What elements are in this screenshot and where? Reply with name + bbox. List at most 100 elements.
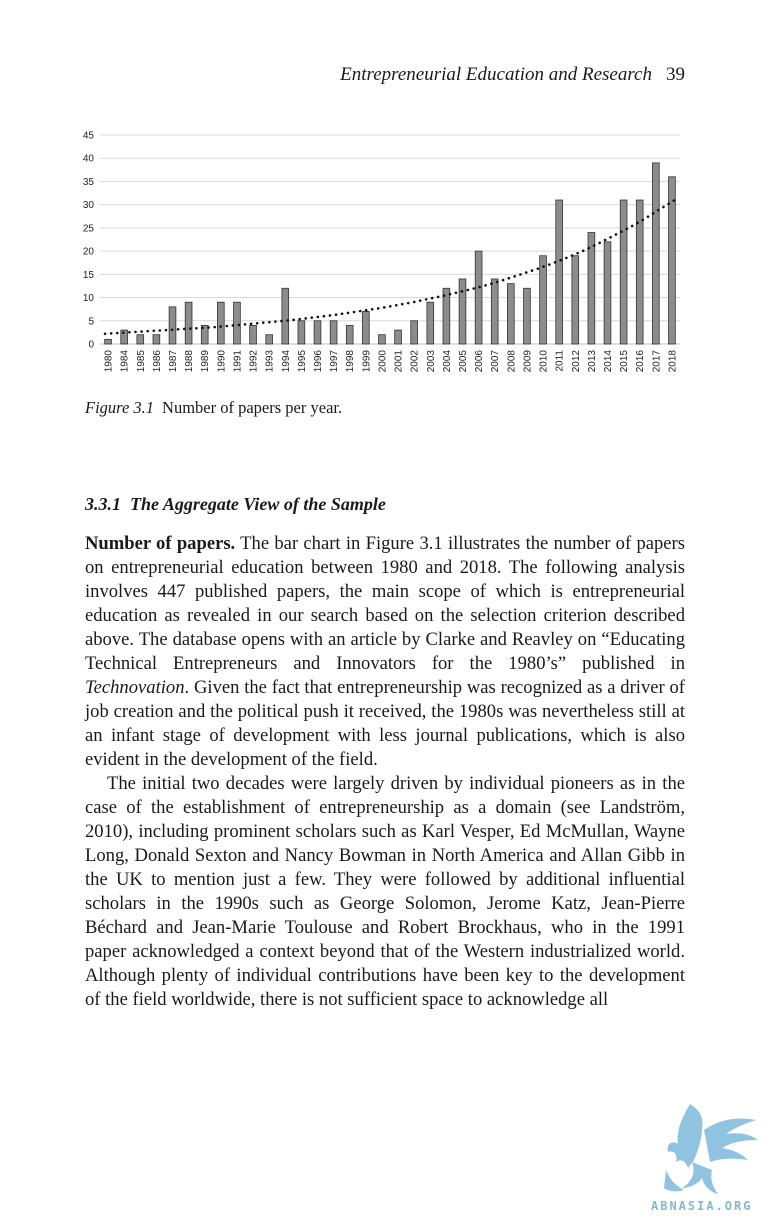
section-heading: 3.3.1 The Aggregate View of the Sample (85, 494, 386, 515)
bar (394, 329, 402, 345)
bar (217, 301, 225, 345)
running-header: Entrepreneurial Education and Research 39 (340, 64, 685, 86)
x-tick-label: 1999 (361, 350, 372, 373)
bar-chart: 0 5 10 15 20 25 30 35 40 45 1980 1984 1985 1986 1987 19… (83, 131, 680, 373)
x-tick-label: 1989 (200, 350, 211, 373)
bar (378, 334, 386, 345)
x-tick-label: 1990 (216, 350, 227, 373)
x-tick-label: 1993 (265, 350, 276, 373)
bar (362, 311, 370, 345)
y-tick-label: 40 (83, 154, 95, 165)
bar (635, 199, 644, 345)
y-tick-label: 25 (83, 223, 95, 234)
x-tick-label: 2017 (651, 350, 662, 373)
x-tick-label: 1995 (297, 350, 308, 373)
x-tick-label: 2014 (603, 350, 614, 373)
bar (442, 287, 451, 345)
y-tick-label: 35 (83, 177, 95, 188)
y-tick-label: 10 (83, 293, 95, 304)
x-tick-label: 2015 (619, 350, 630, 373)
x-tick-label: 2001 (394, 350, 405, 373)
bar (136, 334, 145, 345)
bar (281, 287, 290, 345)
bar (249, 325, 257, 345)
paragraph-1-text-a: The bar chart in Figure 3.1 illustrates … (85, 533, 685, 674)
journal-name: Technovation (85, 677, 185, 698)
bar (652, 162, 660, 345)
bar (345, 325, 354, 345)
trendline (103, 198, 677, 336)
x-tick-label: 2011 (555, 350, 566, 372)
bar (458, 278, 467, 345)
bar (329, 320, 338, 345)
x-tick-label: 1991 (232, 350, 243, 373)
watermark-text: ABNASIA.ORG (651, 1199, 753, 1213)
x-tick-label: 1985 (136, 350, 147, 373)
x-tick-label: 1996 (313, 350, 324, 373)
bar (668, 176, 676, 345)
bar (120, 329, 128, 345)
x-tick-label: 2010 (539, 350, 550, 373)
bar (184, 301, 193, 345)
body-text: Number of papers. The bar chart in Figur… (85, 532, 685, 1012)
x-tick-label: 1998 (345, 350, 356, 373)
griffin-logo-icon (664, 1104, 758, 1194)
x-tick-label: 2004 (442, 350, 453, 373)
section-number: 3.3.1 (85, 494, 121, 514)
y-tick-label: 15 (83, 270, 95, 281)
x-tick-label: 1980 (104, 350, 115, 373)
bar (426, 301, 435, 345)
bar (555, 199, 563, 345)
running-title: Entrepreneurial Education and Research (340, 64, 652, 85)
x-tick-label: 2007 (490, 350, 501, 373)
x-tick-label: 2012 (571, 350, 582, 373)
bar (104, 338, 112, 345)
x-tick-label: 2003 (426, 350, 437, 373)
y-tick-label: 30 (83, 200, 95, 211)
x-tick-label: 2002 (410, 350, 421, 373)
bar (490, 278, 499, 345)
y-tick-label: 0 (88, 340, 94, 351)
bar (200, 325, 209, 345)
bar (297, 320, 306, 345)
figure-caption-text: Number of papers per year. (162, 398, 343, 417)
x-tick-label: 2008 (506, 350, 517, 373)
bar (168, 306, 177, 345)
bar (410, 320, 418, 345)
bar (152, 334, 161, 345)
paragraph-1: Number of papers. The bar chart in Figur… (85, 532, 685, 772)
x-tick-label: 1986 (152, 350, 163, 373)
x-tick-label: 2009 (522, 350, 533, 373)
bar (233, 301, 241, 345)
bar (507, 283, 515, 345)
x-tick-label: 2013 (587, 350, 598, 373)
x-tick-label: 1987 (168, 350, 179, 373)
y-tick-label: 20 (83, 247, 95, 258)
x-tick-label: 1997 (329, 350, 340, 373)
section-title-text: The Aggregate View of the Sample (130, 494, 386, 514)
x-tick-label: 2006 (474, 350, 485, 373)
x-tick-label: 2016 (635, 350, 646, 373)
x-tick-label: 2000 (377, 350, 388, 373)
x-tick-label: 2005 (458, 350, 469, 373)
bar (539, 255, 547, 345)
figure-label: Figure 3.1 (85, 398, 155, 417)
y-tick-label: 5 (88, 316, 94, 327)
bar (603, 241, 612, 345)
figure-caption: Figure 3.1 Number of papers per year. (85, 398, 342, 418)
bar (619, 199, 628, 345)
x-tick-label: 1984 (120, 350, 131, 373)
x-tick-label: 1992 (249, 350, 260, 373)
x-tick-label: 2018 (667, 350, 678, 373)
paragraph-1-text-b: . Given the fact that entrepreneurship w… (85, 677, 685, 770)
x-tick-label: 1988 (184, 350, 195, 373)
bar (571, 255, 580, 345)
bar (313, 320, 322, 345)
x-tick-label: 1994 (281, 350, 292, 373)
paragraph-2: The initial two decades were largely dri… (85, 773, 685, 1010)
page-number: 39 (666, 64, 685, 85)
bar (587, 232, 596, 345)
bar (474, 250, 483, 345)
bar (523, 287, 531, 345)
bar (265, 334, 273, 345)
